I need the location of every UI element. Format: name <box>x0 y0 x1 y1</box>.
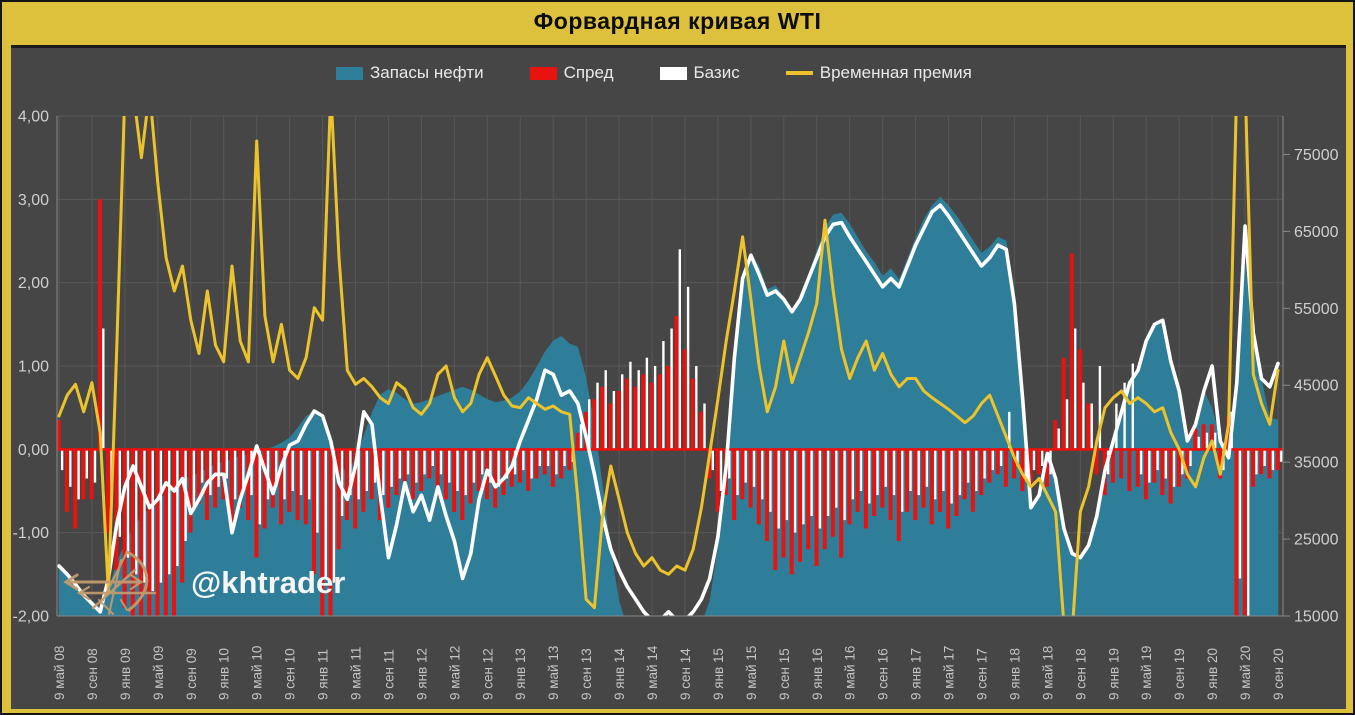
svg-text:9 сен 13: 9 сен 13 <box>579 648 594 700</box>
svg-text:9 сен 19: 9 сен 19 <box>1172 648 1187 700</box>
svg-text:9 сен 09: 9 сен 09 <box>184 648 199 700</box>
legend-item-basis: Базис <box>659 63 740 83</box>
page-title: Форвардная кривая WTI <box>533 8 822 34</box>
spread-swatch-icon <box>529 66 557 80</box>
premium-swatch-icon <box>785 71 813 75</box>
svg-text:9 сен 08: 9 сен 08 <box>85 648 100 700</box>
svg-text:55000: 55000 <box>1294 301 1339 318</box>
svg-text:0,00: 0,00 <box>18 442 49 459</box>
svg-text:9 май 10: 9 май 10 <box>250 646 265 700</box>
svg-text:9 май 14: 9 май 14 <box>645 645 660 700</box>
series-premium-line <box>57 116 1280 616</box>
svg-text:35000: 35000 <box>1294 455 1339 472</box>
legend-label: Запасы нефти <box>370 63 484 82</box>
svg-text:9 янв 09: 9 янв 09 <box>118 648 133 700</box>
svg-text:25000: 25000 <box>1294 532 1339 549</box>
svg-text:9 сен 20: 9 сен 20 <box>1271 648 1286 700</box>
inventories-swatch-icon <box>336 66 363 80</box>
svg-text:3,00: 3,00 <box>18 192 49 209</box>
zero-baseline <box>57 448 1283 451</box>
svg-text:9 янв 10: 9 янв 10 <box>217 648 232 700</box>
svg-text:-2,00: -2,00 <box>13 609 50 626</box>
legend-item-premium: Временная премия <box>785 63 972 83</box>
legend-label: Временная премия <box>819 63 972 82</box>
svg-text:9 сен 16: 9 сен 16 <box>876 648 891 700</box>
svg-text:15000: 15000 <box>1294 609 1339 626</box>
chart-panel: Запасы нефти Спред Базис Временная преми… <box>11 45 1346 709</box>
svg-text:9 май 09: 9 май 09 <box>151 646 166 700</box>
svg-text:9 сен 11: 9 сен 11 <box>382 649 397 700</box>
svg-text:9 май 12: 9 май 12 <box>447 646 462 700</box>
svg-text:9 янв 18: 9 янв 18 <box>1007 648 1022 700</box>
legend-item-spread: Спред <box>529 63 614 83</box>
legend-label: Спред <box>563 63 614 82</box>
svg-text:9 сен 15: 9 сен 15 <box>777 648 792 700</box>
svg-text:9 янв 20: 9 янв 20 <box>1205 648 1220 700</box>
svg-text:9 май 16: 9 май 16 <box>843 646 858 700</box>
svg-text:9 янв 14: 9 янв 14 <box>612 648 627 700</box>
svg-text:1,00: 1,00 <box>18 359 49 376</box>
basis-swatch-icon <box>659 66 687 80</box>
svg-text:9 май 20: 9 май 20 <box>1238 646 1253 700</box>
plot-border <box>56 116 1290 617</box>
svg-text:9 май 08: 9 май 08 <box>52 646 67 700</box>
svg-text:9 май 17: 9 май 17 <box>942 646 957 700</box>
svg-text:9 май 15: 9 май 15 <box>744 646 759 700</box>
svg-text:9 май 19: 9 май 19 <box>1139 646 1154 700</box>
svg-text:9 сен 12: 9 сен 12 <box>480 648 495 700</box>
series-basis-line <box>57 203 1280 616</box>
svg-text:9 янв 16: 9 янв 16 <box>810 648 825 700</box>
svg-text:9 янв 17: 9 янв 17 <box>909 648 924 700</box>
plot-series <box>57 116 1283 616</box>
chart-canvas: 4,00 3,00 2,00 1,00 0,00 -1,00 -2,00 75000 65000… <box>13 109 1339 701</box>
svg-text:9 сен 18: 9 сен 18 <box>1073 648 1088 700</box>
svg-text:9 май 13: 9 май 13 <box>546 646 561 700</box>
svg-text:9 сен 10: 9 сен 10 <box>283 648 298 700</box>
svg-text:9 янв 19: 9 янв 19 <box>1106 648 1121 700</box>
left-axis-labels: 4,00 3,00 2,00 1,00 0,00 -1,00 -2,00 <box>13 109 50 626</box>
svg-text:4,00: 4,00 <box>18 109 49 126</box>
svg-text:75000: 75000 <box>1294 147 1339 164</box>
svg-text:45000: 45000 <box>1294 378 1339 395</box>
svg-text:9 янв 15: 9 янв 15 <box>711 648 726 700</box>
svg-text:2,00: 2,00 <box>18 275 49 292</box>
svg-text:9 янв 11: 9 янв 11 <box>316 649 331 700</box>
svg-text:9 сен 17: 9 сен 17 <box>975 648 990 700</box>
legend-label: Базис <box>693 63 740 82</box>
svg-text:9 янв 13: 9 янв 13 <box>513 648 528 700</box>
svg-text:9 янв 12: 9 янв 12 <box>414 648 429 700</box>
svg-text:9 май 11: 9 май 11 <box>349 647 364 700</box>
x-axis-labels: 9 май 08 9 сен 08 9 янв 09 9 май 09 9 сен 09… <box>52 645 1286 700</box>
right-axis-labels: 75000 65000 55000 45000 35000 25000 15000 <box>1294 147 1339 626</box>
chart-legend: Запасы нефти Спред Базис Временная преми… <box>336 63 972 83</box>
legend-item-inventories: Запасы нефти <box>336 63 484 83</box>
svg-text:9 сен 14: 9 сен 14 <box>678 648 693 700</box>
svg-text:-1,00: -1,00 <box>13 525 50 542</box>
svg-text:65000: 65000 <box>1294 224 1339 241</box>
svg-text:9 май 18: 9 май 18 <box>1040 646 1055 700</box>
